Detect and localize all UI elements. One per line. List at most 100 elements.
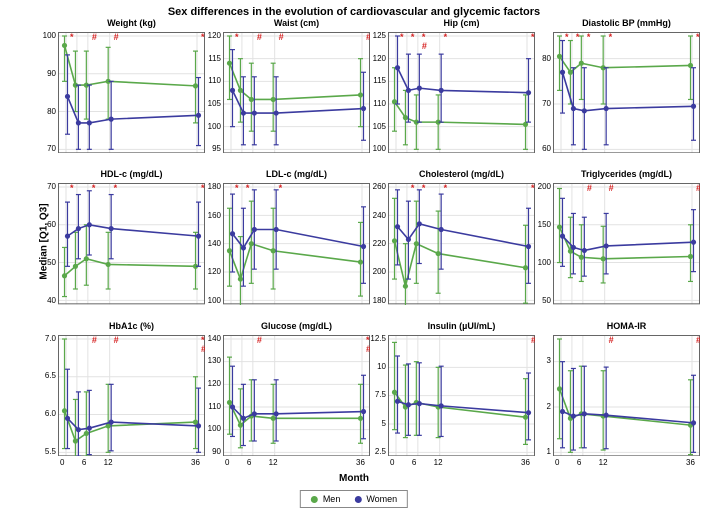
- svg-text:*: *: [444, 32, 448, 42]
- svg-text:*: *: [696, 32, 700, 42]
- panel-title: Hip (cm): [388, 18, 535, 28]
- svg-text:#: #: [279, 32, 284, 42]
- svg-text:*: *: [411, 183, 415, 193]
- svg-text:*: *: [609, 32, 613, 42]
- panel-title: Waist (cm): [223, 18, 370, 28]
- svg-text:#: #: [92, 335, 97, 345]
- svg-text:*: *: [422, 183, 426, 193]
- y-tick-label: 5: [382, 419, 386, 428]
- panel-title: HDL-c (mg/dL): [58, 169, 205, 179]
- y-tick-label: 160: [208, 211, 221, 220]
- y-tick-label: 220: [373, 239, 386, 248]
- y-tick-label: 70: [542, 99, 551, 108]
- svg-text:*: *: [400, 32, 404, 42]
- y-tick-label: 200: [538, 182, 551, 191]
- svg-text:#: #: [696, 183, 700, 193]
- y-tick-label: 140: [208, 239, 221, 248]
- y-tick-label: 50: [47, 258, 56, 267]
- svg-text:#: #: [609, 183, 614, 193]
- legend-dot: [354, 496, 361, 503]
- x-tick-label: 12: [434, 458, 443, 467]
- x-tick-label: 36: [686, 458, 695, 467]
- x-axis-label: Month: [0, 473, 708, 484]
- legend-label: Men: [323, 494, 341, 504]
- panel-chart: ****: [388, 183, 535, 304]
- x-tick-label: 0: [555, 458, 559, 467]
- y-tick-label: 125: [373, 31, 386, 40]
- x-tick-label: 36: [521, 458, 530, 467]
- y-tick-label: 70: [47, 144, 56, 153]
- y-tick-label: 120: [208, 379, 221, 388]
- x-tick-label: 6: [412, 458, 416, 467]
- y-tick-label: 50: [542, 296, 551, 305]
- svg-text:#: #: [587, 183, 592, 193]
- svg-text:*: *: [235, 32, 239, 42]
- x-tick-label: 12: [269, 458, 278, 467]
- panel-chart: ##*#: [58, 335, 205, 456]
- svg-text:#: #: [366, 32, 370, 42]
- y-tick-label: 7.0: [45, 334, 56, 343]
- y-tick-label: 105: [208, 99, 221, 108]
- y-tick-label: 1: [547, 447, 551, 456]
- svg-text:*: *: [92, 183, 96, 193]
- panel-title: HbA1c (%): [58, 321, 205, 331]
- panel-chart: ##: [553, 335, 700, 456]
- panel-chart: ***: [223, 183, 370, 304]
- legend-dot: [311, 496, 318, 503]
- svg-text:*: *: [565, 32, 569, 42]
- svg-text:#: #: [366, 344, 370, 354]
- svg-text:#: #: [696, 335, 700, 345]
- y-tick-label: 100: [43, 31, 56, 40]
- y-tick-label: 70: [47, 182, 56, 191]
- y-tick-label: 110: [208, 76, 221, 85]
- main-title: Sex differences in the evolution of card…: [0, 6, 708, 18]
- y-tick-label: 80: [47, 107, 56, 116]
- panel-chart: *##*: [58, 32, 205, 153]
- y-tick-label: 6.5: [45, 371, 56, 380]
- svg-text:#: #: [257, 335, 262, 345]
- panel-title: Glucose (mg/dL): [223, 321, 370, 331]
- x-tick-label: 36: [191, 458, 200, 467]
- y-tick-label: 140: [208, 334, 221, 343]
- x-tick-label: 6: [577, 458, 581, 467]
- panel-chart: *###: [223, 32, 370, 153]
- svg-text:*: *: [114, 183, 118, 193]
- y-tick-label: 105: [373, 122, 386, 131]
- svg-text:*: *: [444, 183, 448, 193]
- svg-text:*: *: [246, 183, 250, 193]
- y-tick-label: 200: [373, 267, 386, 276]
- y-tick-label: 150: [538, 220, 551, 229]
- y-tick-label: 6.0: [45, 409, 56, 418]
- x-tick-label: 6: [247, 458, 251, 467]
- panel-title: Cholesterol (mg/dL): [388, 169, 535, 179]
- panel-title: HOMA-IR: [553, 321, 700, 331]
- y-tick-label: 100: [373, 144, 386, 153]
- svg-text:*: *: [576, 32, 580, 42]
- x-tick-label: 6: [82, 458, 86, 467]
- legend-label: Women: [366, 494, 397, 504]
- svg-text:#: #: [422, 41, 427, 51]
- y-tick-label: 110: [373, 99, 386, 108]
- y-tick-label: 110: [208, 402, 221, 411]
- panel-chart: #*#: [223, 335, 370, 456]
- svg-text:*: *: [411, 32, 415, 42]
- y-tick-label: 100: [208, 424, 221, 433]
- y-tick-label: 100: [208, 296, 221, 305]
- y-tick-label: 80: [542, 54, 551, 63]
- y-tick-label: 260: [373, 182, 386, 191]
- svg-text:*: *: [70, 183, 74, 193]
- y-tick-label: 7.5: [375, 390, 386, 399]
- panel-chart: #: [388, 335, 535, 456]
- y-tick-label: 5.5: [45, 447, 56, 456]
- x-tick-label: 12: [599, 458, 608, 467]
- x-tick-label: 0: [60, 458, 64, 467]
- svg-text:*: *: [201, 32, 205, 42]
- svg-text:#: #: [114, 335, 119, 345]
- y-tick-label: 40: [47, 296, 56, 305]
- panel-chart: * * * * *: [553, 32, 700, 153]
- y-tick-label: 2.5: [375, 447, 386, 456]
- y-tick-label: 120: [373, 54, 386, 63]
- legend: Men Women: [300, 490, 408, 508]
- y-tick-label: 180: [373, 296, 386, 305]
- svg-text:*: *: [587, 32, 591, 42]
